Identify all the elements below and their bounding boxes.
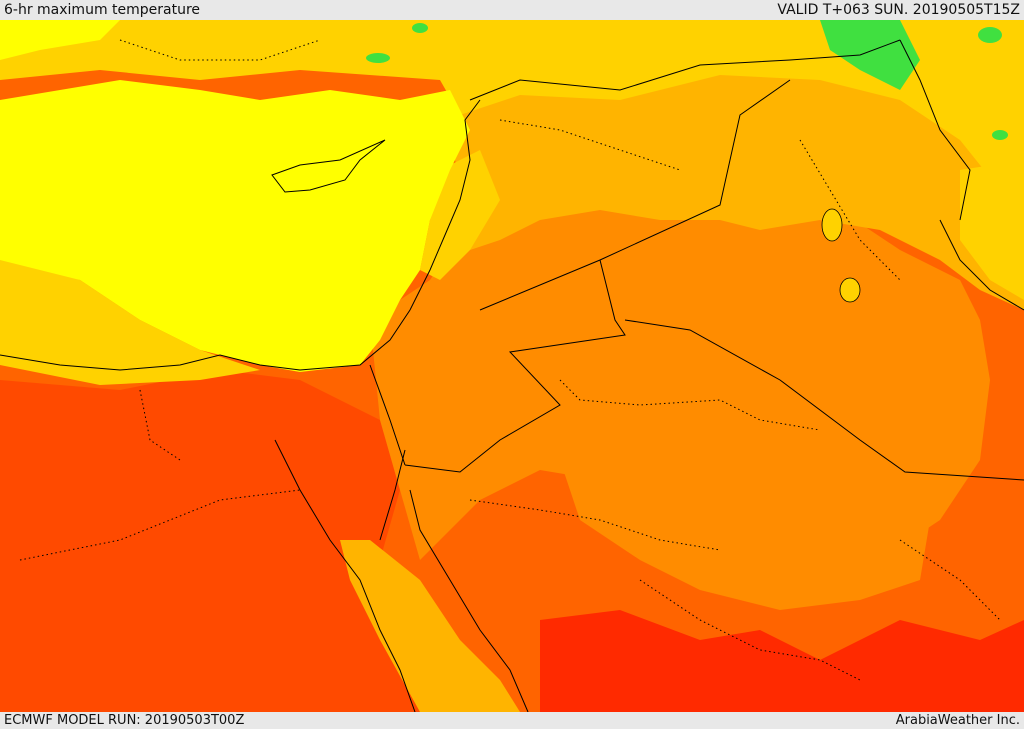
map-title: 6-hr maximum temperature [4,2,201,18]
cool-spot-4 [992,130,1008,140]
black-sea-edge-zone [0,20,120,60]
border-iraq-saudi [624,319,1024,481]
temperature-map [0,20,1024,712]
border-egypt-israel [369,364,406,466]
province-line-8 [899,539,1001,621]
valid-time-label: VALID T+063 SUN. 20190505T15Z [777,2,1020,18]
lake-1 [821,208,843,242]
province-line-3 [559,379,821,431]
border-syria-iraq [479,79,791,311]
amber-zone-red-sea [340,540,520,712]
gulf-of-aqaba-coast [379,449,406,541]
orange-zone-interior [370,190,990,580]
province-line-1 [19,489,301,561]
mediterranean-sea-zone [0,80,470,372]
warm-yellow-zone-turkey [0,20,1024,220]
footer-bar: ECMWF MODEL RUN: 20190503T00Z ArabiaWeat… [0,712,1024,729]
cool-spot-2 [366,53,390,63]
credit-label: ArabiaWeather Inc. [895,713,1020,728]
amber-zone-north [440,60,1024,310]
border-iran-iraq [899,39,971,221]
very-hot-zone-south-east [540,610,1024,712]
coastline-red-sea-east [409,489,529,712]
cool-spot-3 [412,23,428,33]
border-turkey-syria [469,39,901,101]
cool-zone-north-east [820,20,920,90]
coastline-red-sea-west [274,439,416,712]
orange-zone-arabia-south [560,460,930,610]
province-line-9 [119,39,321,61]
province-line-2 [139,389,181,461]
coastline-levant-sinai [0,99,481,371]
province-line-4 [469,499,721,551]
header-bar: 6-hr maximum temperature VALID T+063 SUN… [0,0,1024,20]
warm-yellow-zone-east [960,160,1024,300]
cool-spot-1 [978,27,1002,43]
province-line-7 [799,139,901,281]
lake-2 [839,277,861,303]
hot-zone-egypt [0,370,420,712]
cyprus-coastline [271,139,386,193]
warm-yellow-zone-west-coast [0,250,260,385]
border-jordan-iraq-saudi [404,259,626,473]
model-run-label: ECMWF MODEL RUN: 20190503T00Z [4,713,245,728]
coastline-gulf [939,219,1024,311]
